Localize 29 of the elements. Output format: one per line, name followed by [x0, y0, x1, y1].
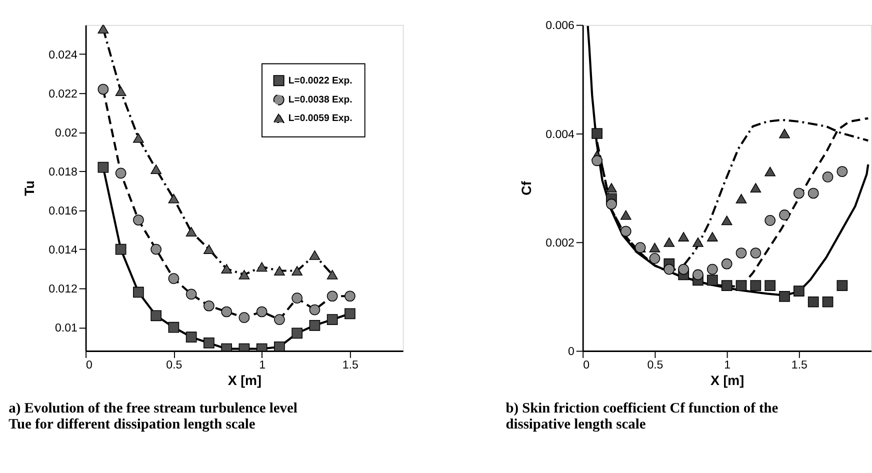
x-tick-label: 0.5	[166, 360, 182, 372]
y-tick-label: 0.02	[54, 128, 78, 140]
y-tick-label: 0.012	[48, 284, 78, 296]
x-tick-label: 1	[259, 360, 266, 372]
x-tick-label: 0.5	[647, 360, 664, 372]
y-tick-label: 0.022	[48, 88, 78, 100]
y-tick-label: 0	[568, 346, 574, 358]
y-tick-label: 0.004	[546, 128, 576, 141]
y-tick-label: 0.018	[48, 166, 78, 179]
y-tick-label: 0.016	[48, 206, 78, 218]
text: b) Skin friction coefficient Cf function of the dissipative length scale	[506, 400, 779, 433]
y-tick-label: 0.01	[54, 322, 78, 335]
legend-label: L=0.0022 Exp.	[288, 76, 353, 86]
x-tick-label: 1.5	[791, 360, 808, 372]
legend-label: L=0.0059 Exp.	[288, 112, 353, 124]
y-axis-title: Cf	[519, 180, 534, 196]
x-axis-title: X [m]	[710, 372, 744, 388]
x-tick-label: 0	[86, 360, 92, 372]
y-tick-label: 0.002	[546, 237, 574, 250]
x-tick-label: 1.5	[342, 360, 358, 372]
x-tick-label: 1	[724, 360, 731, 372]
legend-label: L=0.0038 Exp.	[288, 94, 353, 106]
y-tick-label: 0.006	[546, 20, 574, 32]
x-tick-label: 0	[583, 360, 590, 372]
y-tick-label: 0.014	[48, 244, 78, 257]
y-axis-title: Tu	[22, 180, 38, 196]
y-tick-label: 0.024	[48, 49, 78, 62]
text: a) Evolution of the free stream turbulence level Tue for different dissipation length scale	[8, 400, 298, 433]
x-axis-title: X [m]	[228, 372, 262, 388]
